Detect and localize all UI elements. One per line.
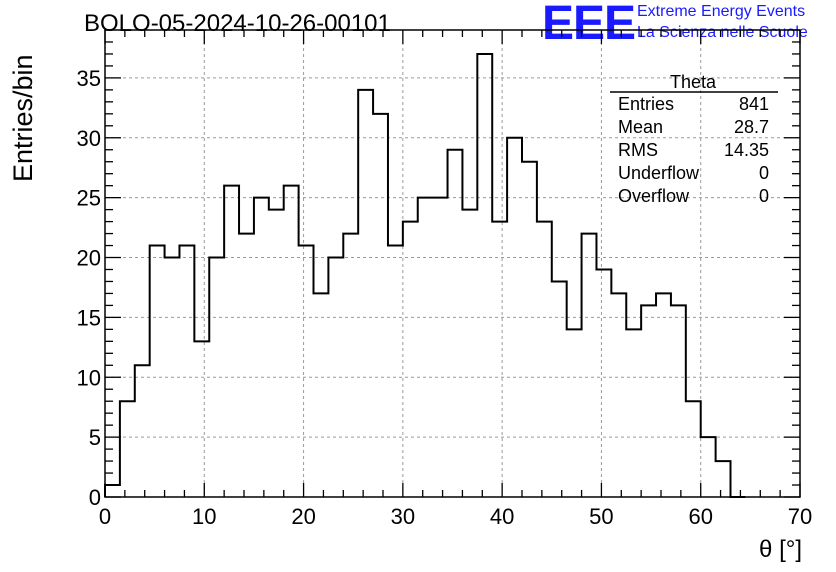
logo-caption-line1: Extreme Energy Events — [637, 3, 806, 20]
x-tick-label: 60 — [688, 504, 712, 529]
stats-box-rows: Entries 841 Mean 28.7 RMS 14.35 Underflow 0 Over… — [618, 94, 769, 206]
plot-title: BOLO-05-2024-10-26-00101 — [84, 10, 391, 37]
y-tick-label: 20 — [77, 246, 101, 271]
stats-row-label: Underflow — [618, 163, 700, 183]
stats-row-label: Overflow — [618, 186, 690, 206]
y-tick-labels: 0 5 10 15 20 25 30 35 — [77, 66, 101, 510]
x-tick-label: 70 — [788, 504, 812, 529]
x-tick-label: 50 — [589, 504, 613, 529]
stats-row-value: 0 — [759, 163, 769, 183]
stats-row-value: 841 — [739, 94, 769, 114]
histogram-step-line — [104, 52, 746, 498]
x-tick-label: 40 — [490, 504, 514, 529]
y-tick-label: 35 — [77, 66, 101, 91]
logo-caption-line2: La Scienza nelle Scuole — [637, 24, 808, 41]
x-tick-label: 0 — [99, 504, 111, 529]
stats-row-value: 28.7 — [734, 117, 769, 137]
y-tick-label: 15 — [77, 305, 101, 330]
y-tick-label: 10 — [77, 365, 101, 390]
y-tick-label: 0 — [89, 485, 101, 510]
stats-box-title: Theta — [670, 72, 717, 92]
x-tick-label: 10 — [192, 504, 216, 529]
plot-frame — [104, 29, 801, 498]
y-tick-label: 30 — [77, 126, 101, 151]
x-tick-label: 30 — [391, 504, 415, 529]
x-tick-labels: 0 10 20 30 40 50 60 70 — [99, 504, 812, 529]
stats-box: Theta Entries 841 Mean 28.7 RMS 14.35 Underflo… — [610, 72, 778, 206]
x-axis-label: θ [°] — [759, 536, 802, 563]
x-tick-label: 20 — [291, 504, 315, 529]
eee-logo: EEE — [542, 0, 636, 50]
y-tick-label: 25 — [77, 186, 101, 211]
axis-ticks — [104, 29, 801, 498]
stats-row-value: 14.35 — [724, 140, 769, 160]
y-tick-label: 5 — [89, 425, 101, 450]
stats-row-label: Mean — [618, 117, 663, 137]
stats-row-label: Entries — [618, 94, 674, 114]
stats-row-label: RMS — [618, 140, 658, 160]
stats-row-value: 0 — [759, 186, 769, 206]
